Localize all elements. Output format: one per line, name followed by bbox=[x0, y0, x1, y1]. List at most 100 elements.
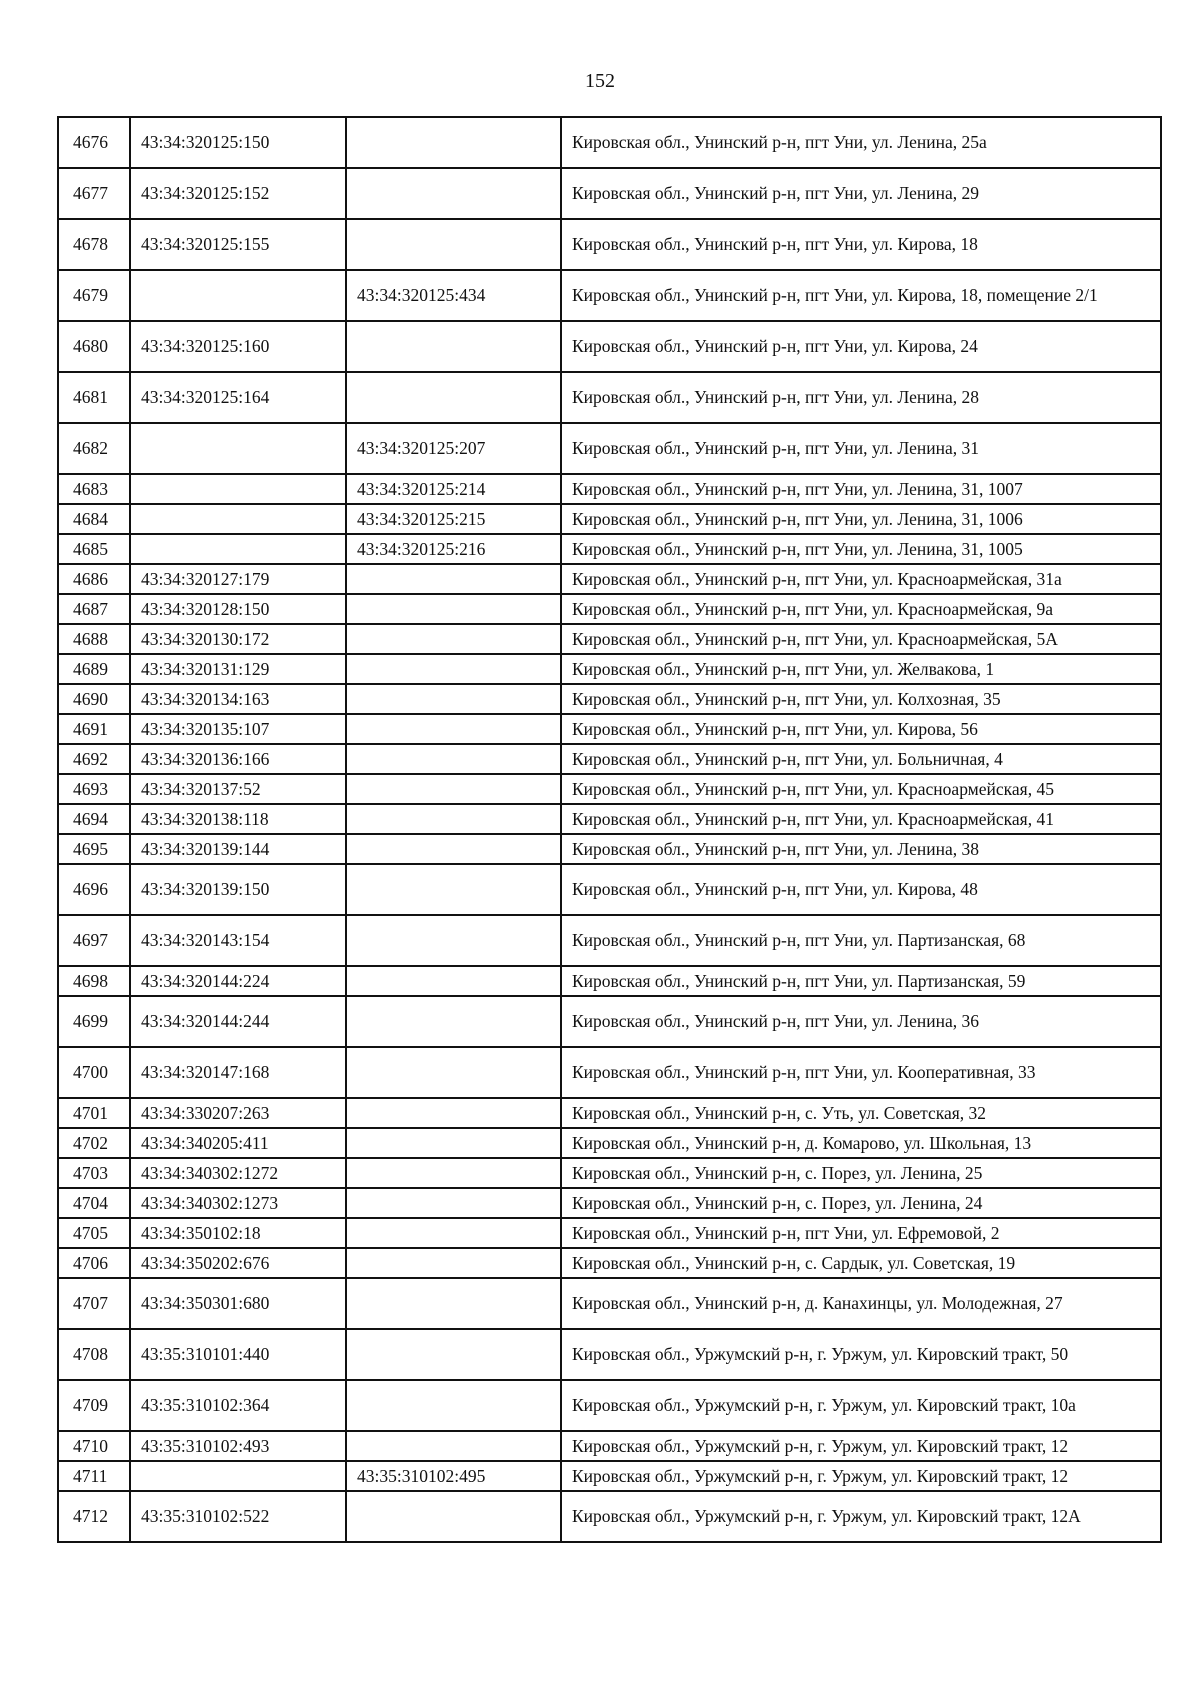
table-row: 4710 43:35:310102:493 Кировская обл., Уржу… bbox=[57, 1430, 1162, 1462]
row-number: 4701 bbox=[57, 1097, 131, 1129]
address: Кировская обл., Унинский р-н, пгт Уни, у… bbox=[560, 422, 1162, 475]
cadastral-number-land: 43:34:320125:164 bbox=[129, 371, 347, 424]
cadastral-number-land: 43:34:320125:155 bbox=[129, 218, 347, 271]
table-row: 4702 43:34:340205:411 Кировская обл., Унин… bbox=[57, 1127, 1162, 1159]
cadastral-number-premises bbox=[345, 863, 562, 916]
row-number: 4700 bbox=[57, 1046, 131, 1099]
address: Кировская обл., Уржумский р-н, г. Уржум,… bbox=[560, 1460, 1162, 1492]
cadastral-number-land: 43:35:310102:522 bbox=[129, 1490, 347, 1543]
table-row: 4681 43:34:320125:164 Кировская обл., Унин… bbox=[57, 371, 1162, 424]
table-row: 4692 43:34:320136:166 Кировская обл., Унин… bbox=[57, 743, 1162, 775]
cadastral-number-land bbox=[129, 503, 347, 535]
cadastral-number-land: 43:34:320138:118 bbox=[129, 803, 347, 835]
row-number: 4684 bbox=[57, 503, 131, 535]
cadastral-number-premises bbox=[345, 623, 562, 655]
cadastral-number-land: 43:34:320139:150 bbox=[129, 863, 347, 916]
cadastral-number-premises: 43:34:320125:207 bbox=[345, 422, 562, 475]
cadastral-number-land: 43:34:340302:1272 bbox=[129, 1157, 347, 1189]
address: Кировская обл., Уржумский р-н, г. Уржум,… bbox=[560, 1379, 1162, 1432]
cadastral-number-premises: 43:34:320125:215 bbox=[345, 503, 562, 535]
table-row: 4684 43:34:320125:215 Кировская обл., Унин… bbox=[57, 503, 1162, 535]
table-row: 4693 43:34:320137:52 Кировская обл., Унинс… bbox=[57, 773, 1162, 805]
table-row: 4682 43:34:320125:207 Кировская обл., Унин… bbox=[57, 422, 1162, 475]
row-number: 4707 bbox=[57, 1277, 131, 1330]
address: Кировская обл., Унинский р-н, пгт Уни, у… bbox=[560, 371, 1162, 424]
row-number: 4687 bbox=[57, 593, 131, 625]
address: Кировская обл., Унинский р-н, пгт Уни, у… bbox=[560, 743, 1162, 775]
cadastral-number-premises bbox=[345, 218, 562, 271]
row-number: 4696 bbox=[57, 863, 131, 916]
page-number: 152 bbox=[585, 70, 615, 92]
table-row: 4683 43:34:320125:214 Кировская обл., Унин… bbox=[57, 473, 1162, 505]
address: Кировская обл., Унинский р-н, пгт Уни, у… bbox=[560, 713, 1162, 745]
row-number: 4695 bbox=[57, 833, 131, 865]
table-row: 4699 43:34:320144:244 Кировская обл., Унин… bbox=[57, 995, 1162, 1048]
cadastral-number-premises bbox=[345, 995, 562, 1048]
table-row: 4700 43:34:320147:168 Кировская обл., Унин… bbox=[57, 1046, 1162, 1099]
address: Кировская обл., Унинский р-н, пгт Уни, у… bbox=[560, 269, 1162, 322]
cadastral-number-land: 43:35:310101:440 bbox=[129, 1328, 347, 1381]
table-row: 4711 43:35:310102:495 Кировская обл., Уржу… bbox=[57, 1460, 1162, 1492]
row-number: 4690 bbox=[57, 683, 131, 715]
address: Кировская обл., Унинский р-н, пгт Уни, у… bbox=[560, 320, 1162, 373]
table-row: 4685 43:34:320125:216 Кировская обл., Унин… bbox=[57, 533, 1162, 565]
row-number: 4677 bbox=[57, 167, 131, 220]
table-row: 4704 43:34:340302:1273 Кировская обл., Уни… bbox=[57, 1187, 1162, 1219]
cadastral-number-land: 43:34:340302:1273 bbox=[129, 1187, 347, 1219]
address: Кировская обл., Унинский р-н, с. Уть, ул… bbox=[560, 1097, 1162, 1129]
row-number: 4708 bbox=[57, 1328, 131, 1381]
cadastral-number-land: 43:34:320144:224 bbox=[129, 965, 347, 997]
table-row: 4703 43:34:340302:1272 Кировская обл., Уни… bbox=[57, 1157, 1162, 1189]
row-number: 4705 bbox=[57, 1217, 131, 1249]
row-number: 4685 bbox=[57, 533, 131, 565]
cadastral-number-land: 43:34:320128:150 bbox=[129, 593, 347, 625]
address: Кировская обл., Унинский р-н, пгт Уни, у… bbox=[560, 803, 1162, 835]
row-number: 4688 bbox=[57, 623, 131, 655]
address: Кировская обл., Унинский р-н, д. Канахин… bbox=[560, 1277, 1162, 1330]
cadastral-number-premises bbox=[345, 320, 562, 373]
row-number: 4698 bbox=[57, 965, 131, 997]
cadastral-number-premises bbox=[345, 1247, 562, 1279]
cadastral-number-premises: 43:34:320125:214 bbox=[345, 473, 562, 505]
cadastral-number-premises bbox=[345, 563, 562, 595]
address: Кировская обл., Уржумский р-н, г. Уржум,… bbox=[560, 1490, 1162, 1543]
cadastral-number-premises bbox=[345, 1097, 562, 1129]
cadastral-number-premises bbox=[345, 914, 562, 967]
table-row: 4709 43:35:310102:364 Кировская обл., Уржу… bbox=[57, 1379, 1162, 1432]
row-number: 4681 bbox=[57, 371, 131, 424]
cadastral-number-land: 43:34:320144:244 bbox=[129, 995, 347, 1048]
cadastral-number-land bbox=[129, 1460, 347, 1492]
cadastral-number-land: 43:34:350102:18 bbox=[129, 1217, 347, 1249]
cadastral-number-premises bbox=[345, 773, 562, 805]
cadastral-number-land: 43:35:310102:364 bbox=[129, 1379, 347, 1432]
address: Кировская обл., Унинский р-н, пгт Уни, у… bbox=[560, 473, 1162, 505]
cadastral-number-premises bbox=[345, 743, 562, 775]
cadastral-number-premises bbox=[345, 965, 562, 997]
cadastral-number-land bbox=[129, 269, 347, 322]
table-row: 4695 43:34:320139:144 Кировская обл., Унин… bbox=[57, 833, 1162, 865]
table-row: 4706 43:34:350202:676 Кировская обл., Унин… bbox=[57, 1247, 1162, 1279]
row-number: 4680 bbox=[57, 320, 131, 373]
table-row: 4705 43:34:350102:18 Кировская обл., Унинс… bbox=[57, 1217, 1162, 1249]
address: Кировская обл., Унинский р-н, пгт Уни, у… bbox=[560, 623, 1162, 655]
row-number: 4697 bbox=[57, 914, 131, 967]
row-number: 4694 bbox=[57, 803, 131, 835]
cadastral-number-land: 43:35:310102:493 bbox=[129, 1430, 347, 1462]
cadastral-number-premises bbox=[345, 116, 562, 169]
cadastral-number-land: 43:34:350202:676 bbox=[129, 1247, 347, 1279]
table-row: 4694 43:34:320138:118 Кировская обл., Унин… bbox=[57, 803, 1162, 835]
table-row: 4688 43:34:320130:172 Кировская обл., Унин… bbox=[57, 623, 1162, 655]
row-number: 4693 bbox=[57, 773, 131, 805]
row-number: 4676 bbox=[57, 116, 131, 169]
address: Кировская обл., Унинский р-н, с. Порез, … bbox=[560, 1157, 1162, 1189]
address: Кировская обл., Унинский р-н, с. Порез, … bbox=[560, 1187, 1162, 1219]
row-number: 4683 bbox=[57, 473, 131, 505]
address: Кировская обл., Унинский р-н, пгт Уни, у… bbox=[560, 653, 1162, 685]
cadastral-number-land: 43:34:340205:411 bbox=[129, 1127, 347, 1159]
cadastral-number-land: 43:34:320135:107 bbox=[129, 713, 347, 745]
cadastral-number-premises: 43:35:310102:495 bbox=[345, 1460, 562, 1492]
cadastral-number-premises bbox=[345, 593, 562, 625]
cadastral-number-land: 43:34:320125:152 bbox=[129, 167, 347, 220]
cadastral-number-premises: 43:34:320125:434 bbox=[345, 269, 562, 322]
address: Кировская обл., Унинский р-н, пгт Уни, у… bbox=[560, 218, 1162, 271]
